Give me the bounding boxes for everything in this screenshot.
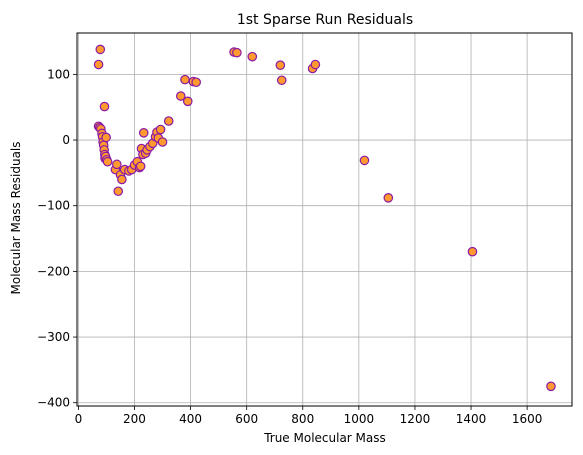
data-point <box>102 156 113 167</box>
y-tick-label: −400 <box>37 396 70 410</box>
data-point <box>175 91 186 101</box>
data-point <box>138 128 149 138</box>
y-axis-label: Molecular Mass Residuals <box>9 141 23 294</box>
data-point <box>157 137 168 147</box>
y-tick-label: −300 <box>37 330 70 344</box>
data-point <box>95 44 106 55</box>
x-tick-label: 800 <box>291 412 314 426</box>
data-point <box>276 75 287 86</box>
y-tick-label: −100 <box>37 199 70 213</box>
grid-lines <box>77 33 572 406</box>
x-tick-label: 200 <box>123 412 146 426</box>
y-tick-label: 0 <box>62 133 70 147</box>
data-point <box>232 47 242 58</box>
x-tick-label: 1000 <box>344 412 375 426</box>
data-point <box>93 59 104 70</box>
x-tick-label: 1400 <box>456 412 487 426</box>
data-point <box>180 74 190 85</box>
data-point <box>135 161 146 172</box>
data-point <box>546 381 556 392</box>
x-tick-label: 400 <box>179 412 202 426</box>
x-tick-label: 600 <box>235 412 258 426</box>
x-tick-label: 1600 <box>512 412 543 426</box>
data-point <box>155 124 166 135</box>
data-point <box>383 193 394 203</box>
data-point <box>112 159 122 170</box>
data-point <box>247 51 258 62</box>
data-point <box>99 101 110 112</box>
data-point <box>113 186 124 197</box>
x-axis-ticks: 0 200 400 600 800 1000 1200 1400 1600 <box>75 406 543 426</box>
data-point <box>275 60 286 70</box>
data-point <box>101 132 111 143</box>
y-tick-label: 100 <box>47 67 70 81</box>
data-points <box>93 44 556 392</box>
data-point <box>163 116 174 126</box>
data-point <box>467 246 478 257</box>
y-axis-ticks: −400 −300 −200 −100 0 100 <box>37 67 77 410</box>
x-axis-label: True Molecular Mass <box>263 431 386 445</box>
plot-frame <box>76 32 573 407</box>
data-point <box>191 77 201 88</box>
data-point <box>359 155 370 166</box>
x-tick-label: 1200 <box>400 412 431 426</box>
y-tick-label: −200 <box>37 264 70 278</box>
data-point <box>117 174 127 185</box>
chart-title: 1st Sparse Run Residuals <box>237 12 413 28</box>
data-point <box>310 59 321 70</box>
x-tick-label: 0 <box>75 412 83 426</box>
data-point <box>182 96 193 107</box>
